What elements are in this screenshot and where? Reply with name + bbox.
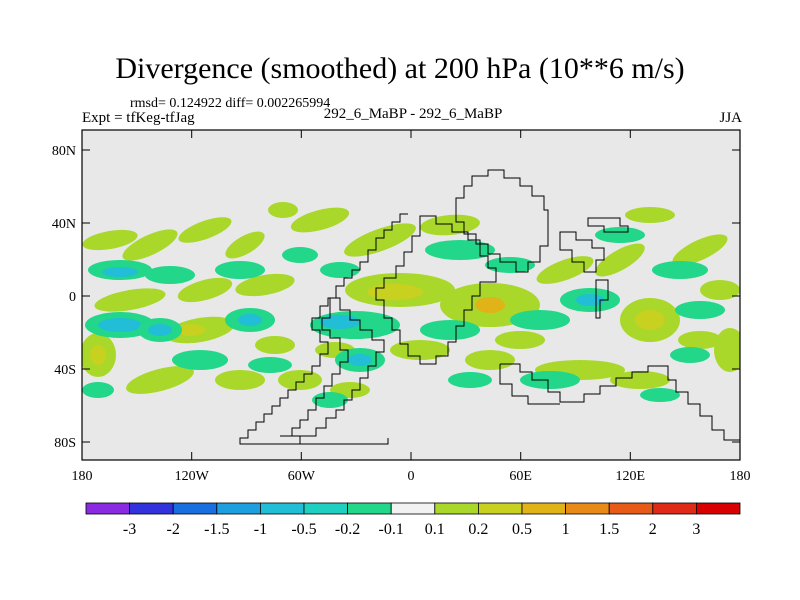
experiment-label: Expt = tfKeg-tfJag [82, 110, 195, 126]
colorbar-swatch [696, 502, 741, 515]
colorbar-label: 0.5 [512, 521, 532, 538]
colorbar-swatch [390, 502, 436, 515]
colorbar-swatch [521, 502, 566, 515]
colorbar-label: -1.5 [204, 521, 229, 538]
colorbar-label: -0.2 [335, 521, 360, 538]
colorbar-swatch [608, 502, 654, 515]
lon-tick-60e: 60E [509, 469, 532, 484]
colorbar-swatch [565, 502, 610, 515]
colorbar-label: 3 [692, 521, 700, 538]
colorbar-label: 1 [562, 521, 570, 538]
colorbar-swatch [216, 502, 261, 515]
lat-tick-80s: 80S [54, 436, 76, 451]
lon-tick-120e: 120E [616, 469, 646, 484]
lon-tick-0: 0 [408, 469, 415, 484]
colorbar-label: -0.5 [291, 521, 316, 538]
colorbar-label: 2 [649, 521, 657, 538]
colorbar: -3 -2 -1.5 -1 -0.5 -0.2 -0.1 0.1 0.2 0.5 1 1.5 2 3 [85, 502, 741, 538]
colorbar-label: 0.1 [425, 521, 445, 538]
colorbar-swatch [172, 502, 218, 515]
colorbar-label: 0.2 [468, 521, 488, 538]
colorbar-label: -1 [254, 521, 267, 538]
lon-tick-180-right: 180 [730, 469, 751, 484]
coastlines [239, 169, 740, 445]
axis-ticks [81, 130, 741, 460]
lon-tick-120w: 120W [175, 469, 210, 484]
lon-tick-60w: 60W [288, 469, 316, 484]
season-label: JJA [719, 110, 742, 126]
colorbar-swatch [259, 502, 305, 515]
colorbar-swatch [129, 502, 174, 515]
lon-tick-180-left: 180 [72, 469, 93, 484]
colorbar-swatch [347, 502, 392, 515]
colorbar-swatch [477, 502, 523, 515]
colorbar-label: 1.5 [599, 521, 619, 538]
stats-label: rmsd= 0.124922 diff= 0.002265994 [130, 96, 331, 111]
colorbar-swatch [303, 502, 348, 515]
colorbar-swatch [85, 502, 130, 515]
colorbar-label: -0.1 [379, 521, 404, 538]
lat-tick-0: 0 [69, 290, 76, 305]
lat-tick-40n: 40N [52, 217, 76, 232]
colorbar-swatch [652, 502, 697, 515]
colorbar-swatch [434, 502, 479, 515]
colorbar-label: -2 [167, 521, 180, 538]
lat-tick-40s: 40S [54, 363, 76, 378]
case-label: 292_6_MaBP - 292_6_MaBP [323, 106, 503, 122]
divergence-field [82, 202, 740, 408]
lat-tick-80n: 80N [52, 144, 76, 159]
map-title: Divergence (smoothed) at 200 hPa (10**6 … [115, 52, 685, 85]
colorbar-label: -3 [123, 521, 136, 538]
